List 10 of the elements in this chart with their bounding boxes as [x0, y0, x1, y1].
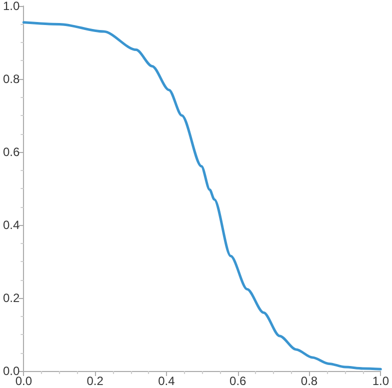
y-tick-label: 0.2 [2, 291, 20, 305]
y-tick-label: 0.6 [2, 145, 20, 159]
y-tick-label: 0.8 [2, 72, 20, 86]
y-tick-label: 1.0 [2, 0, 20, 13]
x-tick-label: 0.8 [300, 374, 318, 388]
x-tick-label: 0.2 [86, 374, 104, 388]
y-tick-label: 0.4 [2, 218, 20, 232]
x-tick-label: 0.6 [230, 374, 247, 388]
x-tick-label: 0.4 [158, 374, 176, 388]
x-tick-label: 1.0 [372, 374, 390, 388]
